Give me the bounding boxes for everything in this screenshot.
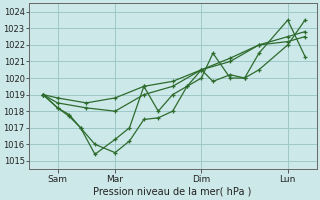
X-axis label: Pression niveau de la mer( hPa ): Pression niveau de la mer( hPa ) [93, 187, 252, 197]
